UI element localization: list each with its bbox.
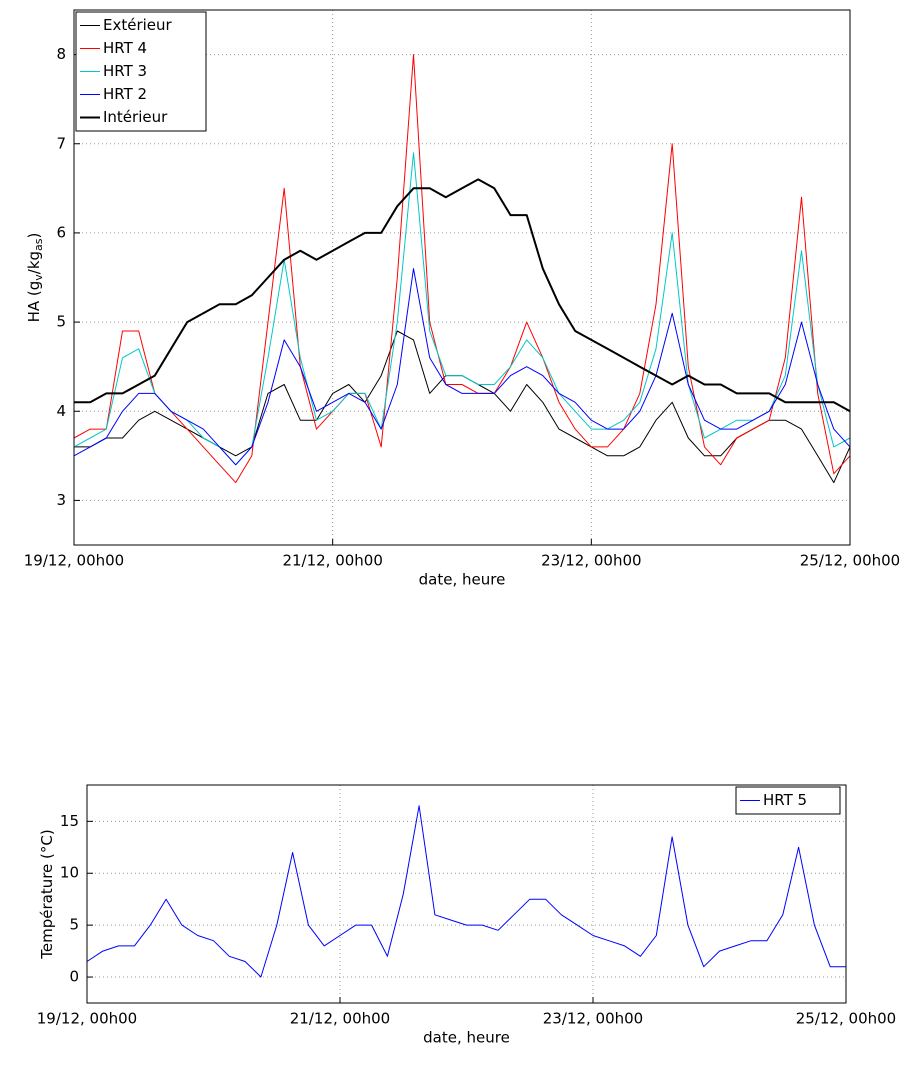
data-line xyxy=(86,805,846,978)
y-tick-label: 15 xyxy=(60,812,79,830)
x-tick-label: 19/12, 00h00 xyxy=(37,1010,137,1028)
y-tick-label: 7 xyxy=(56,134,66,152)
y-axis-label-part: Température (°C) xyxy=(38,829,56,959)
y-axis-label-part: HA (g xyxy=(25,281,43,323)
y-tick-label: 8 xyxy=(56,45,66,63)
y-axis-label-part: as xyxy=(32,238,45,251)
plot-frame xyxy=(73,9,851,546)
legend-label: HRT 3 xyxy=(103,62,147,80)
x-tick-label: 21/12, 00h00 xyxy=(290,1010,390,1028)
y-tick-label: 3 xyxy=(56,491,66,509)
y-tick-label: 5 xyxy=(69,916,79,934)
x-tick-label: 23/12, 00h00 xyxy=(541,552,641,570)
y-tick-label: 6 xyxy=(56,223,66,241)
legend-label: HRT 5 xyxy=(763,791,807,809)
data-line xyxy=(74,330,851,484)
y-axis-label: HA (gv/kgas) xyxy=(25,233,46,323)
y-axis-label-part: v xyxy=(32,274,45,281)
data-line xyxy=(73,54,851,484)
x-tick-label: 19/12, 00h00 xyxy=(24,552,124,570)
data-line xyxy=(73,268,851,466)
legend-label: Intérieur xyxy=(103,108,168,126)
legend-label: HRT 4 xyxy=(103,39,147,57)
plot-frame xyxy=(86,784,847,1004)
y-tick-label: 10 xyxy=(60,864,79,882)
x-axis-label: date, heure xyxy=(423,1029,510,1047)
y-axis-label-part: /kg xyxy=(25,251,43,274)
x-tick-label: 25/12, 00h00 xyxy=(796,1010,896,1028)
legend-label: HRT 2 xyxy=(103,85,147,103)
data-line xyxy=(73,152,851,466)
y-axis-label-part: ) xyxy=(25,233,43,239)
y-tick-label: 0 xyxy=(69,968,79,986)
x-tick-label: 23/12, 00h00 xyxy=(543,1010,643,1028)
legend-label: Extérieur xyxy=(103,16,173,34)
x-tick-label: 25/12, 00h00 xyxy=(800,552,900,570)
x-tick-label: 21/12, 00h00 xyxy=(282,552,382,570)
y-tick-label: 5 xyxy=(56,313,66,331)
y-axis-label: Température (°C) xyxy=(38,829,56,959)
y-tick-label: 4 xyxy=(56,402,66,420)
data-line xyxy=(74,178,851,413)
x-axis-label: date, heure xyxy=(419,571,506,589)
